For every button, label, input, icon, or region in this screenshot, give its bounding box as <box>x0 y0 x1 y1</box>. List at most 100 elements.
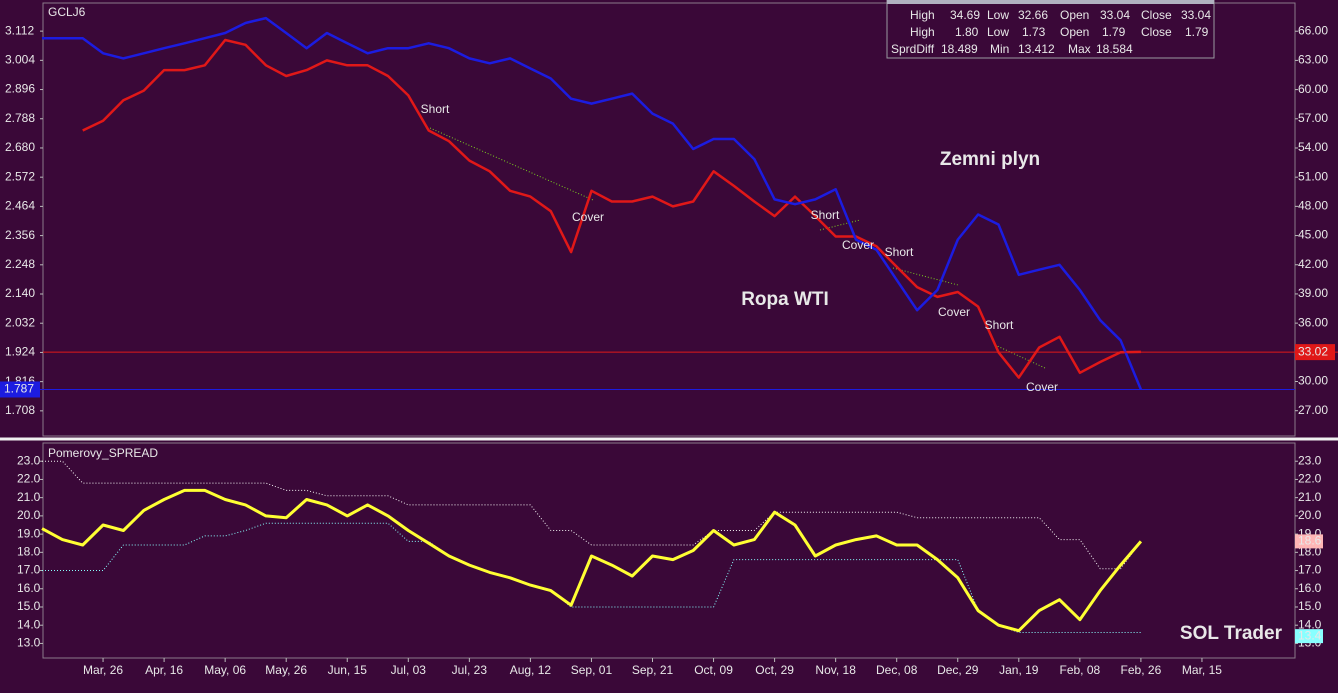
value-marker-label: 18.6 <box>1298 534 1322 548</box>
x-tick-label: Jan, 19 <box>999 663 1039 677</box>
trade-annotation: Cover <box>572 210 604 224</box>
y-tick-label: 13.0 <box>17 636 41 650</box>
trade-line <box>892 267 959 286</box>
info-text: Min <box>990 42 1009 56</box>
price-box <box>1295 344 1335 361</box>
y2-tick-label: 48.00 <box>1298 199 1328 213</box>
y-tick-label: 1.708 <box>5 403 35 417</box>
y2-tick-label: 66.00 <box>1298 23 1328 37</box>
y-tick-label: 3.112 <box>5 23 34 37</box>
y-tick-label: 15.0 <box>17 599 41 613</box>
x-tick-label: Sep, 21 <box>632 663 674 677</box>
y2-tick-label: 45.00 <box>1298 228 1328 242</box>
y-tick-label: 2.896 <box>5 82 35 96</box>
trade-annotation: Short <box>421 102 450 116</box>
trade-line <box>994 344 1046 369</box>
y2-tick-label: 54.00 <box>1298 140 1328 154</box>
y2-tick-label: 63.00 <box>1298 53 1328 67</box>
info-text: Low <box>987 8 1009 22</box>
y-tick-label: 2.680 <box>5 140 35 154</box>
y-tick-label: 1.924 <box>5 345 35 359</box>
top-panel-frame <box>42 2 1296 437</box>
symbol: GCLJ6 <box>48 5 86 19</box>
value-marker-box <box>1295 534 1323 549</box>
y-tick-label: 19.0 <box>17 526 41 540</box>
x-tick-label: Oct, 29 <box>755 663 794 677</box>
indicator-title: Pomerovy_SPREAD <box>48 446 158 460</box>
y2-tick-label: 60.00 <box>1298 82 1328 96</box>
info-text: Max <box>1068 42 1091 56</box>
info-text: 1.80 <box>955 25 979 39</box>
price-label: 1.787 <box>4 382 34 396</box>
info-box <box>886 0 1215 59</box>
trade-annotation: Cover <box>1026 380 1058 394</box>
y-tick-label: 16.0 <box>17 581 41 595</box>
y2-tick-label: 30.00 <box>1298 374 1328 388</box>
y-tick-label: 14.0 <box>17 617 41 631</box>
x-tick-label: Dec, 08 <box>876 663 918 677</box>
y-tick-label: 20.0 <box>1298 508 1322 522</box>
value-marker-box <box>1295 629 1323 644</box>
series-line <box>42 460 1142 570</box>
x-tick-label: Jul, 03 <box>391 663 427 677</box>
series-label: Zemni plyn <box>940 149 1040 170</box>
x-tick-label: Dec, 29 <box>937 663 979 677</box>
y-tick-label: 17.0 <box>1298 563 1322 577</box>
price-label: 33.02 <box>1298 344 1328 358</box>
y2-tick-label: 51.00 <box>1298 169 1328 183</box>
x-tick-label: Jul, 23 <box>452 663 488 677</box>
info-text: SprdDiff <box>891 42 935 56</box>
info-box-header <box>887 0 1214 4</box>
y2-tick-label: 27.00 <box>1298 403 1328 417</box>
y2-tick-label: 57.00 <box>1298 111 1328 125</box>
y-tick-label: 17.0 <box>17 563 41 577</box>
y-tick-label: 20.0 <box>17 508 41 522</box>
x-tick-label: Oct, 09 <box>694 663 733 677</box>
info-text: 1.79 <box>1102 25 1126 39</box>
trade-annotation: Cover <box>842 238 874 252</box>
watermark: SOL Trader <box>1180 623 1283 644</box>
info-text: Open <box>1060 25 1089 39</box>
info-text: 18.489 <box>941 42 978 56</box>
y-tick-label: 23.0 <box>17 453 41 467</box>
x-tick-label: Sep, 01 <box>571 663 613 677</box>
y2-tick-label: 42.00 <box>1298 257 1328 271</box>
series-label: Ropa WTI <box>741 289 829 310</box>
y-tick-label: 2.248 <box>5 257 35 271</box>
bottom-panel-frame <box>42 442 1296 659</box>
y-tick-label: 22.0 <box>17 472 41 486</box>
info-text: High <box>910 25 935 39</box>
y-tick-label: 15.0 <box>1298 599 1322 613</box>
y-tick-label: 2.464 <box>5 199 35 213</box>
y-tick-label: 2.572 <box>5 169 35 183</box>
info-text: 32.66 <box>1018 8 1048 22</box>
y2-tick-label: 36.00 <box>1298 315 1328 329</box>
series-line <box>82 38 1141 379</box>
y-tick-label: 2.140 <box>5 286 35 300</box>
info-text: 1.79 <box>1185 25 1209 39</box>
info-text: 33.04 <box>1100 8 1130 22</box>
x-tick-label: Jun, 15 <box>328 663 368 677</box>
y-tick-label: 21.0 <box>1298 490 1322 504</box>
y-tick-label: 21.0 <box>17 490 41 504</box>
y-tick-label: 2.356 <box>5 228 35 242</box>
info-text: 1.73 <box>1022 25 1046 39</box>
trade-annotation: Short <box>985 318 1014 332</box>
y2-tick-label: 39.00 <box>1298 286 1328 300</box>
info-text: 13.412 <box>1018 42 1055 56</box>
x-tick-label: May, 06 <box>204 663 246 677</box>
y-tick-label: 16.0 <box>1298 581 1322 595</box>
trade-annotation: Short <box>811 208 840 222</box>
series-line <box>41 488 1143 633</box>
info-text: Close <box>1141 25 1172 39</box>
y-tick-label: 2.788 <box>5 111 35 125</box>
x-tick-label: May, 26 <box>265 663 307 677</box>
x-tick-label: Mar, 26 <box>83 663 123 677</box>
info-text: Open <box>1060 8 1089 22</box>
y-tick-label: 22.0 <box>1298 472 1322 486</box>
x-tick-label: Apr, 16 <box>145 663 183 677</box>
series-line <box>42 16 1143 390</box>
